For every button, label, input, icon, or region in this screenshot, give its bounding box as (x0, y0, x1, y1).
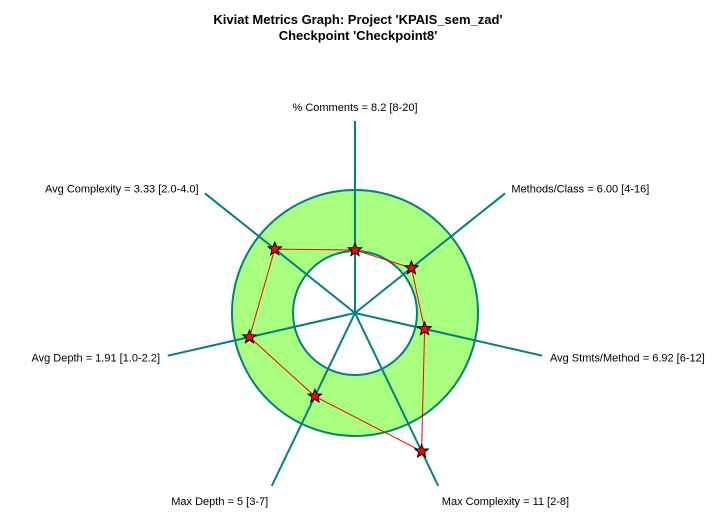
axis-label: Avg Complexity = 3.33 [2.0-4.0] (45, 183, 199, 195)
value-marker-star (266, 240, 283, 256)
metric-polygon (248, 248, 426, 453)
axis-label: Max Depth = 5 [3-7] (171, 496, 268, 508)
chart-title: Kiviat Metrics Graph: Project 'KPAIS_sem… (213, 12, 502, 27)
axis-label: Avg Stmts/Method = 6.92 [6-12] (550, 353, 705, 365)
axis-line (204, 192, 356, 314)
value-marker-star (346, 241, 364, 257)
chart-subtitle: Checkpoint 'Checkpoint8' (279, 28, 438, 43)
axis-label: Methods/Class = 6.00 [4-16] (511, 183, 649, 195)
kiviat-plot-area: % Comments = 8.2 [8-20] Methods/Class = 6… (31, 102, 704, 508)
value-marker-star (413, 442, 430, 459)
axis-line (167, 312, 356, 357)
axis-line (354, 312, 440, 487)
value-marker-star (306, 387, 323, 404)
value-marker-star (416, 320, 433, 336)
value-marker-star (241, 328, 258, 344)
axis-line (354, 312, 543, 357)
normal-range-band (232, 190, 478, 436)
axis-line (354, 192, 506, 314)
axis-label: Max Complexity = 11 [2-8] (442, 496, 569, 508)
value-marker-star (403, 259, 420, 275)
axis-label: Avg Depth = 1.91 [1.0-2.2] (31, 353, 160, 365)
axis-label: % Comments = 8.2 [8-20] (292, 102, 417, 114)
